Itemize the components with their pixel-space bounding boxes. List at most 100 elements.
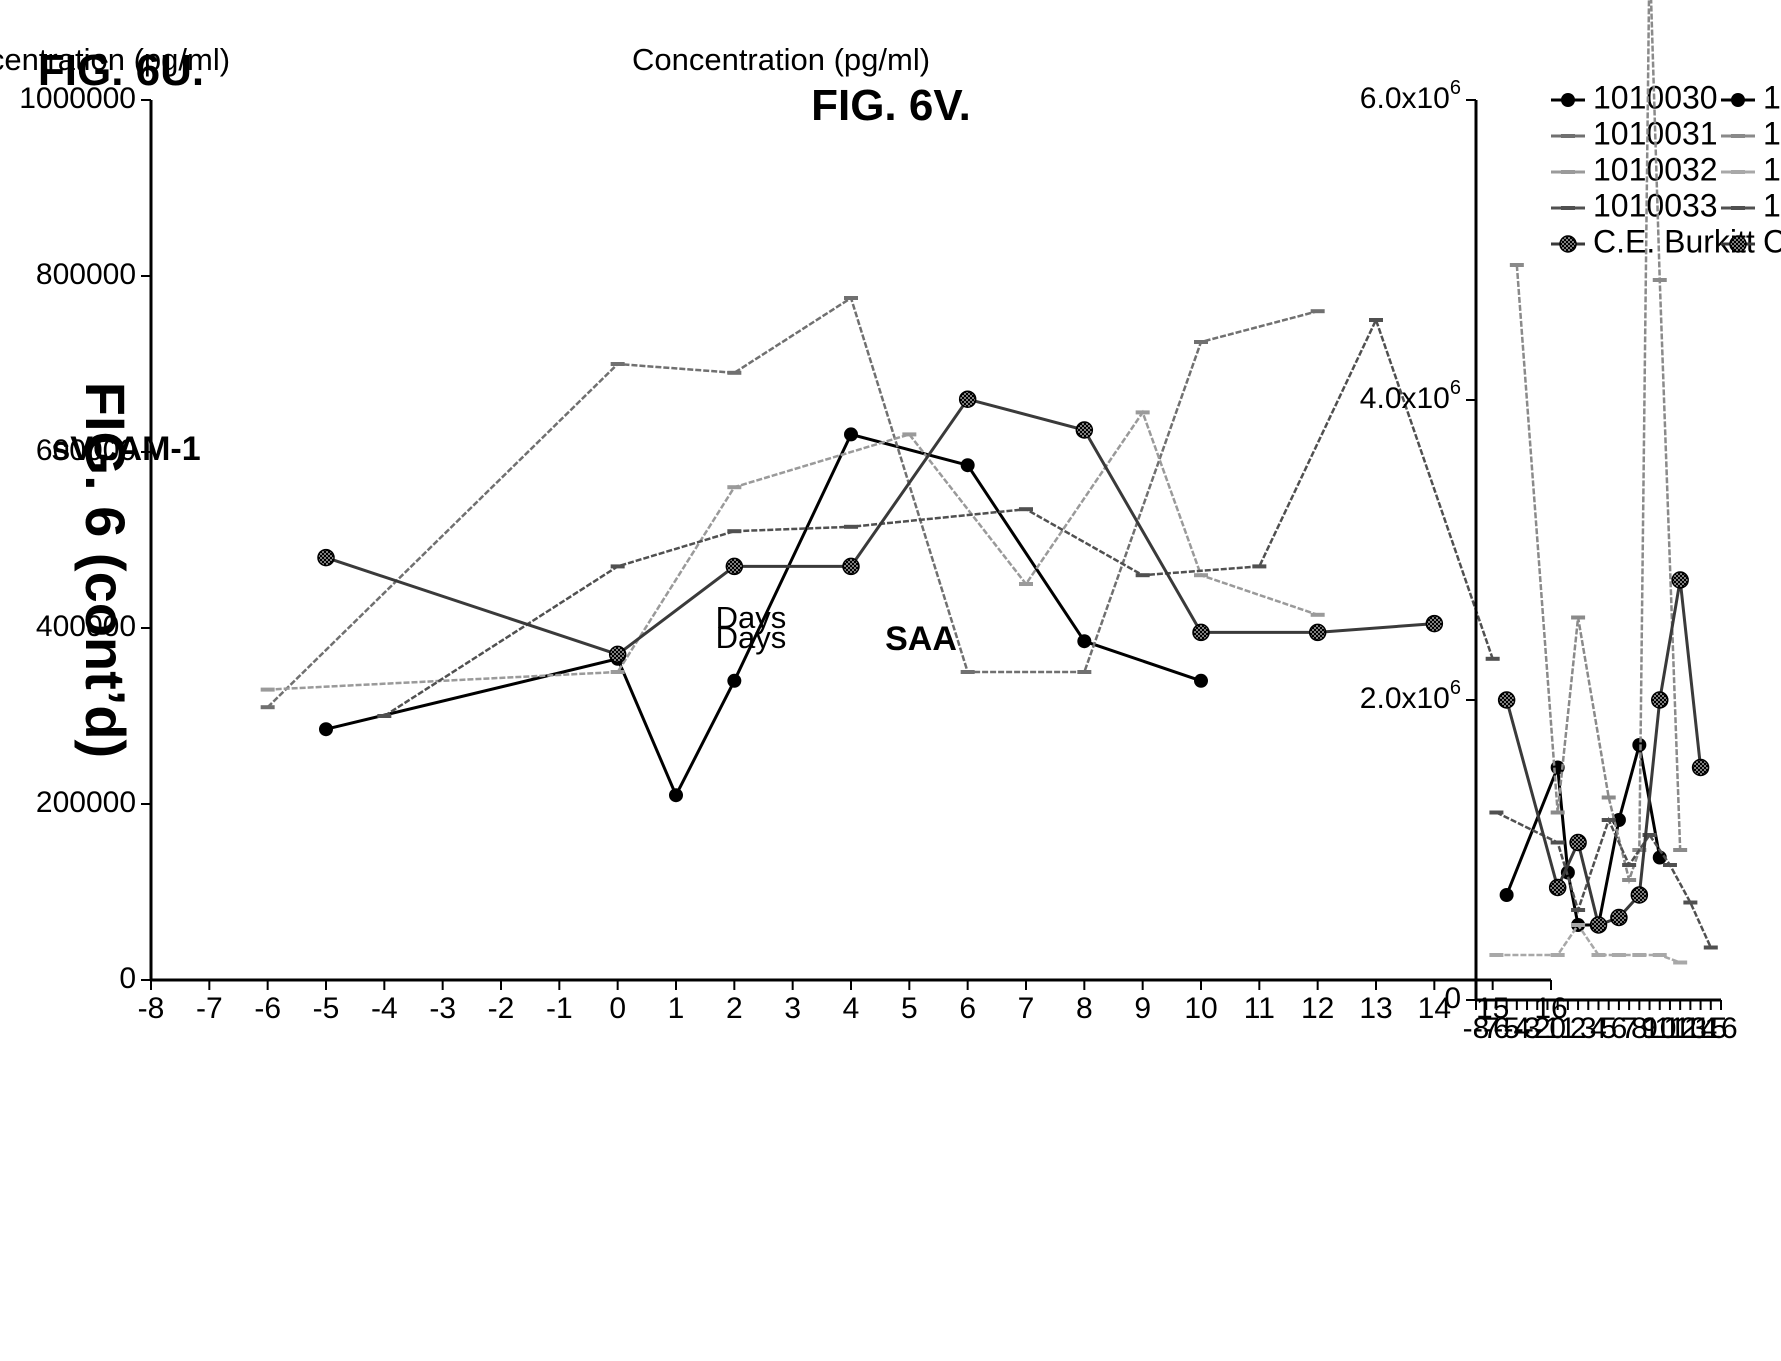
data-point: [844, 427, 858, 442]
y-axis-label: Concentration (pg/ml): [632, 42, 930, 77]
data-point: [1252, 564, 1267, 569]
x-tick-label: 2: [726, 992, 743, 1025]
y-tick-label: 1000000: [19, 82, 136, 115]
x-tick-label: -3: [429, 992, 456, 1025]
data-point: [1622, 878, 1637, 882]
data-point: [1652, 278, 1667, 282]
x-tick-label: 11: [1244, 992, 1275, 1025]
data-point: [1192, 623, 1210, 642]
x-tick-label: 3: [784, 992, 801, 1025]
y-axis-label: Concentration (pg/ml): [0, 42, 230, 77]
data-point: [1673, 848, 1688, 852]
data-point: [1601, 795, 1616, 800]
data-point: [1591, 953, 1606, 957]
y-tick-label: 2.0x106: [1360, 677, 1461, 715]
x-tick-label: 15: [1476, 992, 1509, 1025]
chart-title: sVCAM-1: [51, 430, 200, 468]
x-axis-label: Days: [716, 600, 787, 635]
legend-item-1010033: 1010033: [1551, 187, 1718, 223]
data-point: [608, 645, 627, 664]
data-point: [1310, 309, 1325, 314]
data-point: [842, 557, 860, 576]
data-point: [1075, 421, 1094, 439]
y-tick-exponent: 6: [1450, 77, 1461, 99]
data-point: [1683, 900, 1698, 905]
legend-item-1010033: 1010033: [1721, 187, 1781, 223]
series-line-c-e-burkitt: [325, 397, 1435, 657]
data-point: [669, 788, 683, 803]
legend-item-1010032: 1010032: [1721, 151, 1781, 187]
x-tick-label: 9: [1641, 1012, 1658, 1045]
x-tick-label: 11: [1654, 1012, 1685, 1045]
legend-label: 1010033: [1593, 187, 1718, 223]
series-1010032: [1489, 922, 1688, 965]
data-point: [1569, 833, 1587, 852]
legend-label: C.E. Burkitt: [1593, 223, 1755, 259]
x-tick-label: 14: [1684, 1012, 1717, 1045]
data-point: [727, 673, 742, 688]
series-line-c-e-burkitt: [1505, 579, 1703, 927]
x-tick-label: 2: [1570, 1012, 1587, 1045]
data-point: [1497, 691, 1516, 709]
x-tick-label: -3: [1514, 1012, 1541, 1045]
figure-title: FIG. 6 (cont’d): [74, 382, 137, 758]
x-tick-label: -7: [196, 992, 223, 1025]
data-point: [1194, 340, 1208, 344]
x-tick-label: 15: [1694, 1012, 1727, 1045]
data-point: [1499, 888, 1514, 902]
data-point: [727, 485, 742, 490]
y-tick-label: 800000: [36, 258, 136, 291]
x-tick-label: 16: [1534, 992, 1567, 1025]
x-tick-label: 7: [1018, 992, 1035, 1025]
data-point: [1194, 573, 1208, 578]
legend-item-c-e-burkitt: C.E. Burkitt: [1721, 223, 1781, 259]
panel-label: FIG. 6V.: [811, 81, 971, 130]
x-tick-label: 8: [1631, 1012, 1648, 1045]
data-point: [1135, 573, 1150, 578]
chart-title: SAA: [885, 620, 957, 658]
data-point: [1703, 945, 1718, 950]
data-point: [1310, 612, 1325, 617]
legend-marker: [1561, 206, 1575, 210]
legend-marker: [1561, 134, 1575, 138]
saa-chart: -8-7-6-5-4-3-2-1012345678910111213141516…: [632, 0, 1781, 1045]
legend-marker: [1561, 93, 1575, 107]
x-tick-label: 1: [1560, 1012, 1577, 1045]
data-point: [1485, 656, 1500, 661]
data-point: [960, 670, 975, 674]
x-tick-label: 7: [1621, 1012, 1638, 1045]
legend-marker: [1731, 93, 1745, 107]
legend-item-1010031: 1010031: [1721, 115, 1781, 151]
data-point: [1622, 863, 1637, 867]
data-point: [610, 670, 625, 674]
series-line-1010032: [1496, 922, 1681, 964]
x-tick-label: -2: [1524, 1012, 1551, 1045]
legend-marker: [1731, 170, 1745, 174]
legend-label: 1010032: [1763, 151, 1781, 187]
data-point: [1611, 953, 1626, 957]
x-tick-label: 14: [1418, 992, 1451, 1025]
data-point: [844, 296, 858, 300]
series-c-e-burkitt: [1497, 571, 1710, 934]
data-point: [902, 432, 917, 437]
data-point: [1651, 691, 1669, 709]
x-tick-label: -1: [1534, 1012, 1561, 1045]
x-tick-label: 13: [1674, 1012, 1707, 1045]
y-tick-exponent: 6: [1450, 377, 1461, 399]
data-point: [727, 529, 742, 534]
x-tick-label: 3: [1580, 1012, 1597, 1045]
data-point: [1589, 916, 1608, 934]
x-tick-label: 4: [1590, 1012, 1607, 1045]
data-point: [844, 524, 858, 529]
x-tick-label: 5: [1600, 1012, 1617, 1045]
data-point: [1135, 410, 1150, 415]
x-tick-label: -5: [1493, 1012, 1520, 1045]
legend-item-1010031: 1010031: [1551, 115, 1718, 151]
data-point: [958, 390, 977, 408]
x-tick-label: 6: [1611, 1012, 1628, 1045]
data-point: [260, 705, 275, 710]
data-point: [1489, 953, 1504, 957]
